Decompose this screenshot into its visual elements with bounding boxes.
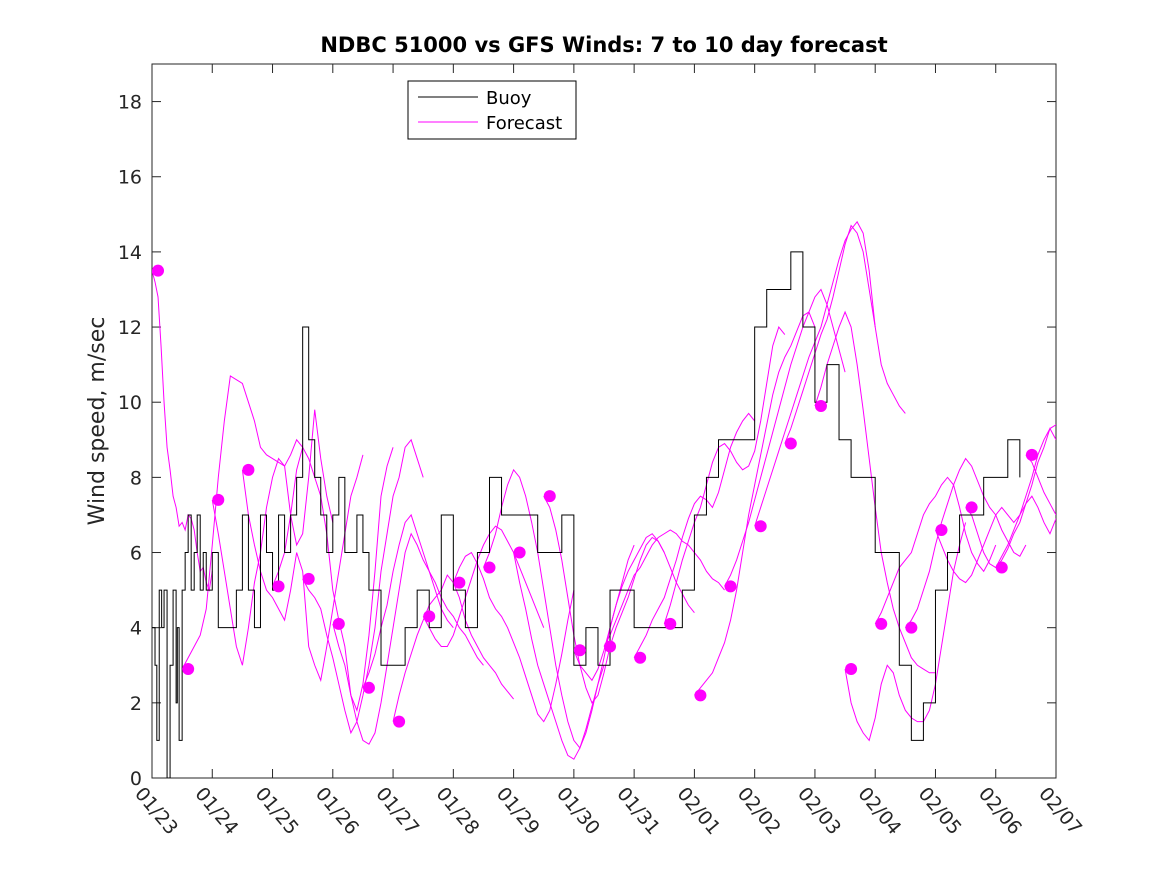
forecast-start-marker <box>724 580 737 593</box>
forecast-start-marker <box>634 651 647 664</box>
forecast-series-line <box>844 522 967 742</box>
forecast-start-marker <box>875 617 888 630</box>
forecast-series-line <box>995 424 1056 568</box>
forecast-start-marker <box>573 644 586 657</box>
y-tick-label: 18 <box>118 92 142 114</box>
chart-title: NDBC 51000 vs GFS Winds: 7 to 10 day for… <box>320 33 887 57</box>
forecast-series-line <box>362 513 484 688</box>
forecast-start-marker <box>423 610 436 623</box>
forecast-start-marker <box>814 399 827 412</box>
forecast-series-line <box>1025 454 1056 516</box>
forecast-start-marker <box>664 617 677 630</box>
y-tick-label: 12 <box>118 317 142 339</box>
legend: Buoy Forecast <box>407 80 577 140</box>
y-tick-label: 4 <box>130 618 142 640</box>
forecast-series-line <box>573 533 695 682</box>
y-tick-label: 0 <box>130 768 142 790</box>
forecast-series-line <box>694 311 816 696</box>
legend-buoy-label: Buoy <box>486 88 532 109</box>
forecast-start-marker <box>965 501 978 514</box>
y-tick-label: 6 <box>130 543 142 565</box>
forecast-start-marker <box>845 663 858 676</box>
y-tick-label: 16 <box>118 167 142 189</box>
forecast-start-marker <box>242 463 255 476</box>
forecast-series-line <box>904 457 1027 628</box>
forecast-series-line <box>152 270 213 592</box>
y-tick-label: 14 <box>118 242 142 264</box>
forecast-series-line <box>483 468 605 749</box>
forecast-series-line <box>211 409 334 666</box>
y-tick-label: 8 <box>130 467 142 489</box>
y-axis-label: Wind speed, m/sec <box>85 317 110 526</box>
forecast-start-marker <box>694 689 707 702</box>
forecast-series-line <box>272 445 394 713</box>
forecast-series-line <box>935 495 1056 584</box>
forecast-start-marker <box>152 264 165 277</box>
forecast-start-marker <box>935 523 948 536</box>
forecast-start-marker <box>453 576 466 589</box>
forecast-start-marker <box>543 490 556 503</box>
forecast-start-marker <box>362 681 375 694</box>
forecast-start-marker <box>182 663 195 676</box>
forecast-series-line <box>241 454 364 683</box>
forecast-start-marker <box>513 546 526 559</box>
forecast-start-marker <box>995 561 1008 574</box>
forecast-start-marker <box>302 572 315 585</box>
forecast-start-marker <box>754 520 767 533</box>
forecast-series-line <box>784 224 906 444</box>
forecast-start-marker <box>393 715 406 728</box>
forecast-series-line <box>332 532 454 745</box>
y-tick-label: 2 <box>130 693 142 715</box>
forecast-series-line <box>965 427 1056 569</box>
forecast-series-line <box>874 476 997 625</box>
legend-box <box>407 80 577 140</box>
forecast-series-line <box>422 525 545 647</box>
forecast-series-line <box>181 375 304 670</box>
forecast-start-marker <box>784 437 797 450</box>
forecast-series-line <box>302 438 424 735</box>
forecast-start-marker <box>272 580 285 593</box>
forecast-start-marker <box>483 561 496 574</box>
forecast-series-line <box>663 326 786 625</box>
forecast-series-line <box>603 529 725 647</box>
forecast-start-marker <box>332 617 345 630</box>
forecast-series-line <box>633 412 756 658</box>
forecast-start-marker <box>604 640 617 653</box>
legend-forecast-label: Forecast <box>486 113 562 134</box>
forecast-series-line <box>543 495 665 704</box>
forecast-start-marker <box>905 621 918 634</box>
forecast-start-marker <box>1025 448 1038 461</box>
forecast-series-line <box>724 288 846 587</box>
buoy-series-line <box>152 251 1021 778</box>
forecast-series-line <box>452 551 575 723</box>
forecast-start-marker <box>212 493 225 506</box>
y-tick-label: 10 <box>118 392 142 414</box>
